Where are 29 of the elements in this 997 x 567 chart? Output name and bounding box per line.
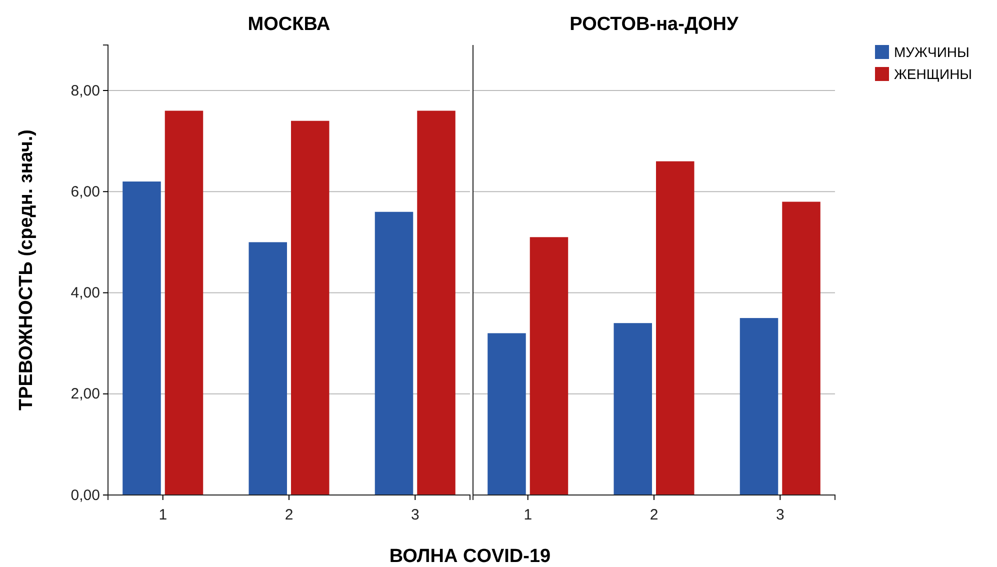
x-tick-label: 1: [158, 506, 168, 524]
y-tick-label: 2,00: [70, 386, 100, 403]
bar: [488, 333, 526, 495]
bar: [656, 161, 694, 495]
x-tick-label: 2: [650, 506, 658, 524]
chart-title: МОСКВА: [248, 14, 330, 35]
bar: [614, 323, 652, 495]
y-tick-label: 6,00: [70, 183, 100, 200]
bar: [530, 237, 568, 495]
bar: [164, 110, 204, 495]
x-tick-label: 1: [524, 506, 532, 524]
y-tick-label: 4,00: [70, 284, 100, 302]
bar: [248, 242, 287, 495]
x-tick-label: 2: [284, 506, 294, 524]
bar: [782, 202, 820, 495]
y-tick-label: 8,00: [70, 82, 100, 100]
x-tick-label: 3: [410, 506, 420, 524]
bar: [122, 182, 161, 495]
bar: [740, 318, 778, 495]
bar: [417, 110, 456, 495]
legend-label: МУЖЧИНЫ: [894, 44, 970, 60]
x-tick-label: 3: [776, 506, 784, 524]
bar: [374, 212, 414, 495]
y-axis-title: ТРЕВОЖНОСТЬ (средн. знач.): [16, 129, 37, 411]
bar: [291, 120, 330, 495]
y-tick-label: 0,00: [70, 486, 100, 504]
legend-label: ЖЕНЩИНЫ: [894, 66, 972, 82]
x-axis-title: ВОЛНА COVID-19: [389, 546, 551, 567]
chart-title: РОСТОВ-на-ДОНУ: [570, 14, 738, 35]
